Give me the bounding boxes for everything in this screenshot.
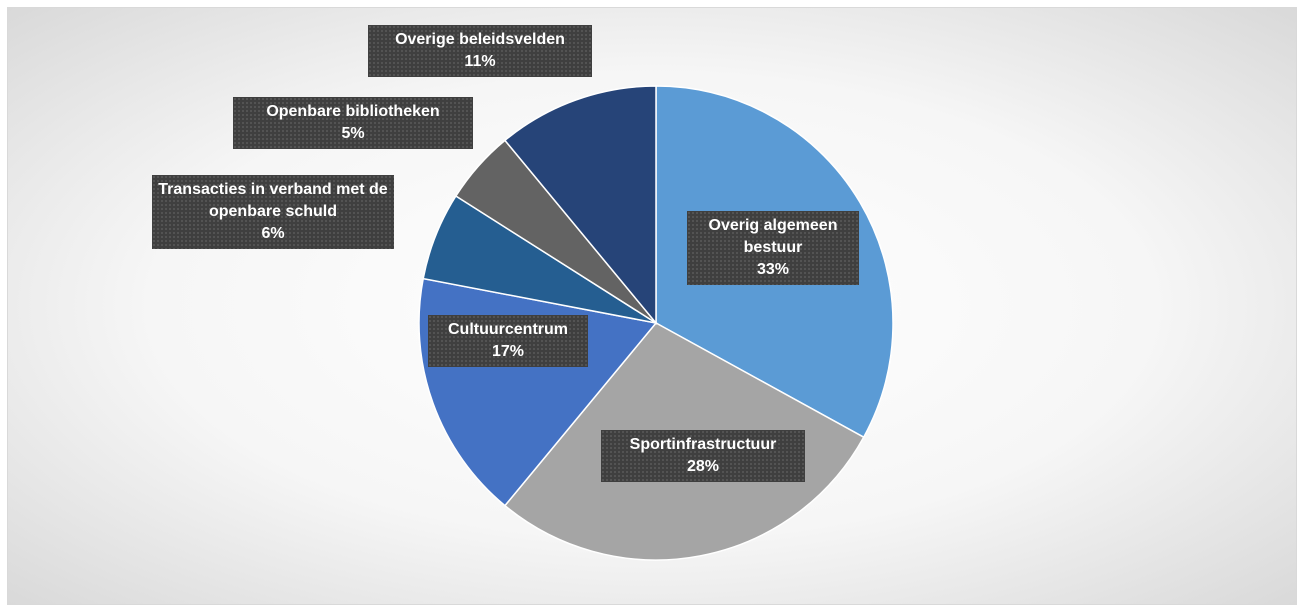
label-value: 33% bbox=[756, 261, 790, 278]
label-value: 11% bbox=[464, 53, 496, 70]
label-category: Transacties in verband met de openbare s… bbox=[158, 181, 388, 220]
data-label: Sportinfrastructuur 28% bbox=[601, 430, 805, 482]
label-category: Sportinfrastructuur bbox=[629, 436, 777, 453]
label-value: 5% bbox=[341, 125, 365, 142]
data-label: Overig algemeen bestuur 33% bbox=[687, 211, 859, 285]
data-label: Cultuurcentrum 17% bbox=[428, 315, 588, 367]
data-label: Openbare bibliotheken 5% bbox=[233, 97, 473, 149]
pie-slice bbox=[503, 85, 657, 326]
label-category: Overige beleidsvelden bbox=[395, 31, 565, 48]
label-value: 17% bbox=[491, 343, 525, 360]
data-label: Overige beleidsvelden 11% bbox=[368, 25, 592, 77]
pie-area bbox=[418, 85, 894, 561]
label-category: Cultuurcentrum bbox=[448, 321, 568, 338]
label-value: 28% bbox=[686, 458, 720, 475]
label-category: Overig algemeen bestuur bbox=[708, 217, 838, 256]
chart: Overig algemeen bestuur 33% Sportinfrastru… bbox=[7, 7, 1297, 605]
label-category: Openbare bibliotheken bbox=[266, 103, 440, 120]
data-label: Transacties in verband met de openbare s… bbox=[152, 175, 394, 249]
label-value: 6% bbox=[261, 225, 285, 242]
